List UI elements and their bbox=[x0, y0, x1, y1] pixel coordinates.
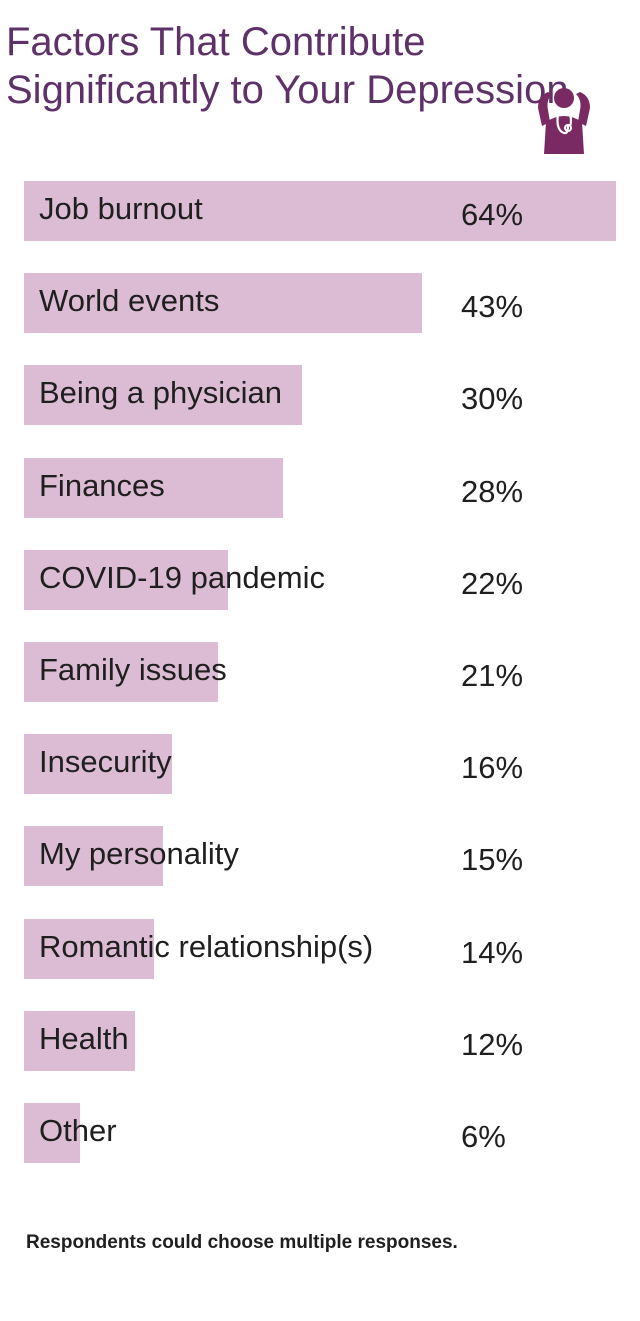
category-label: Romantic relationship(s) bbox=[39, 928, 374, 964]
category-label: My personality bbox=[39, 836, 239, 872]
bar-row: Being a physician 30% bbox=[24, 365, 624, 426]
bar bbox=[24, 549, 228, 610]
category-label: World events bbox=[39, 283, 220, 319]
value-label: 43% bbox=[461, 289, 524, 325]
bar bbox=[24, 826, 163, 887]
value-label: 64% bbox=[461, 197, 524, 232]
bar bbox=[24, 734, 172, 795]
bar-row: Finances 28% bbox=[24, 457, 624, 518]
value-label: 12% bbox=[461, 1026, 524, 1062]
bar-row: Job burnout 64% bbox=[24, 181, 624, 241]
category-label: Other bbox=[39, 1113, 117, 1148]
value-label: 6% bbox=[461, 1119, 506, 1154]
chart-title: Factors That Contribute Significantly to… bbox=[6, 18, 606, 114]
bar bbox=[24, 273, 422, 334]
value-label: 30% bbox=[461, 381, 524, 417]
bar-row: Health 12% bbox=[24, 1010, 624, 1071]
category-label: COVID-19 pandemic bbox=[39, 559, 326, 595]
bar-row: Family issues 21% bbox=[24, 642, 624, 702]
category-label: Job burnout bbox=[39, 191, 203, 226]
bar-row: World events 43% bbox=[24, 273, 624, 334]
category-label: Family issues bbox=[39, 652, 227, 687]
bar bbox=[24, 1103, 80, 1163]
bar bbox=[24, 1010, 135, 1071]
chart-title-line-1: Factors That Contribute bbox=[6, 20, 426, 64]
footnote: Respondents could choose multiple respon… bbox=[26, 1232, 458, 1253]
bar-row: COVID-19 pandemic 22% bbox=[24, 549, 624, 610]
category-label: Insecurity bbox=[39, 744, 172, 780]
bar bbox=[24, 918, 154, 979]
value-label: 15% bbox=[461, 842, 524, 878]
bar bbox=[24, 181, 616, 241]
bar-row: Romantic relationship(s) 14% bbox=[24, 918, 624, 979]
bar-row: My personality 15% bbox=[24, 826, 624, 887]
bar-row: Insecurity 16% bbox=[24, 734, 624, 795]
bar bbox=[24, 457, 283, 518]
doctor-holding-head-icon bbox=[538, 88, 590, 154]
bar-row: Other 6% bbox=[24, 1103, 624, 1163]
value-label: 14% bbox=[461, 934, 524, 970]
value-label: 28% bbox=[461, 473, 524, 509]
bar bbox=[24, 642, 219, 702]
value-label: 22% bbox=[461, 565, 524, 601]
category-label: Finances bbox=[39, 467, 165, 503]
category-label: Health bbox=[39, 1020, 129, 1056]
category-label: Being a physician bbox=[39, 375, 282, 411]
bar bbox=[24, 365, 302, 426]
chart-title-line-2: Significantly to Your Depression bbox=[6, 68, 569, 112]
value-label: 21% bbox=[461, 658, 524, 693]
value-label: 16% bbox=[461, 750, 524, 786]
